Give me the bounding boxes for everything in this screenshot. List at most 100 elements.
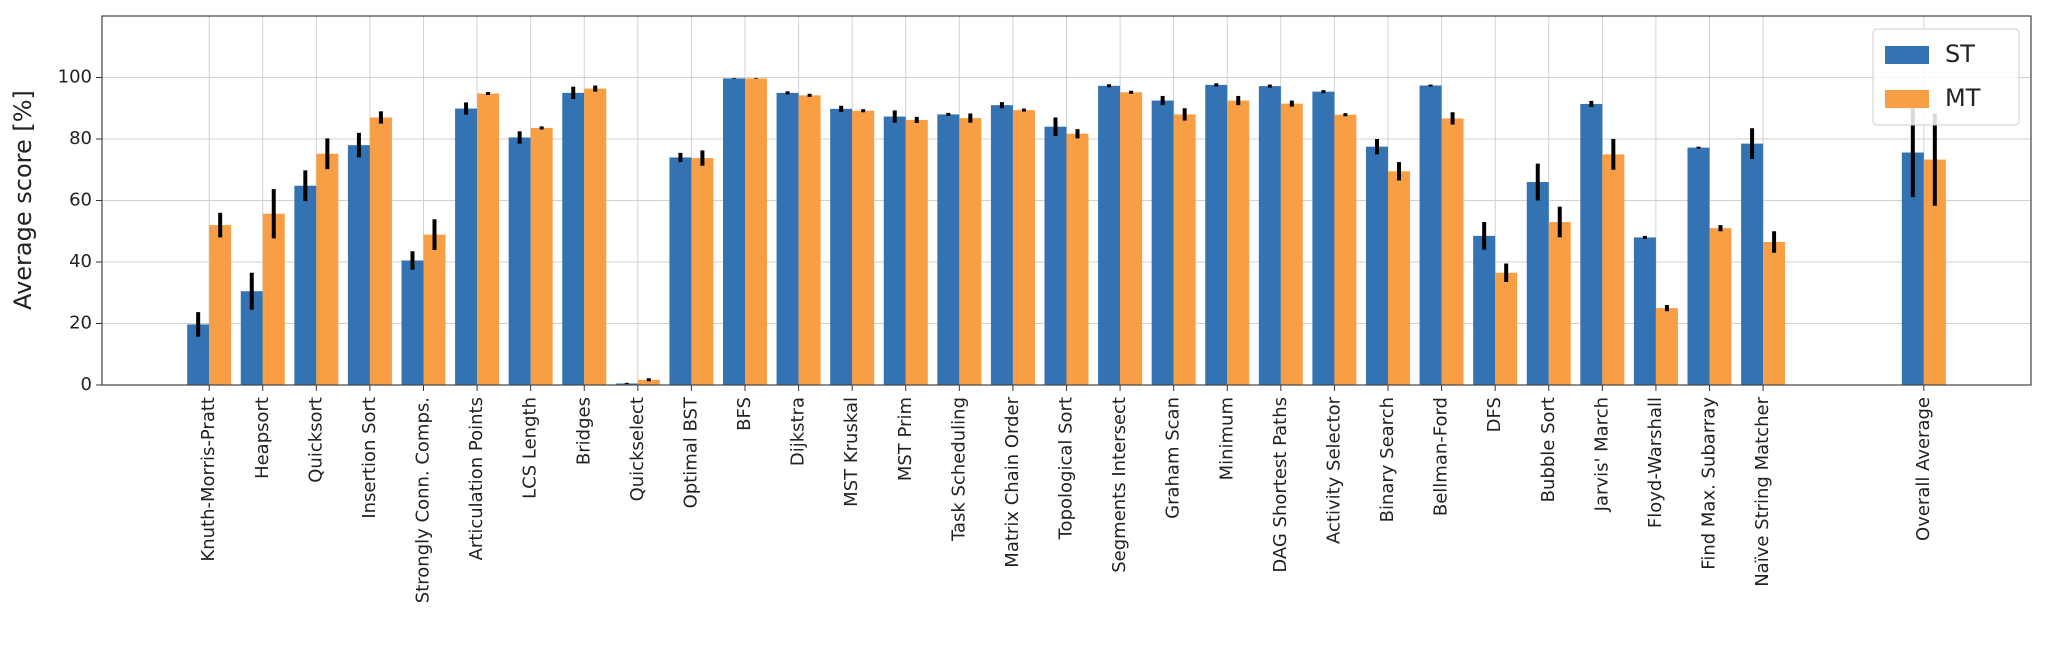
x-tick-label: Activity Selector	[1323, 396, 1344, 544]
x-tick-label: Dijkstra	[788, 397, 809, 466]
x-tick-label: Quickselect	[627, 397, 648, 501]
bar	[1441, 118, 1464, 386]
bar	[1763, 242, 1786, 385]
bar	[1580, 103, 1603, 385]
bar	[209, 225, 232, 385]
x-tick-label: MST Kruskal	[841, 397, 862, 507]
bar	[615, 383, 638, 385]
x-tick-label: Minimum	[1216, 397, 1237, 480]
bar	[1687, 147, 1710, 385]
bar	[1388, 171, 1410, 385]
bar	[959, 118, 982, 385]
x-tick-label: Segments Intersect	[1109, 397, 1130, 573]
y-tick-label: 40	[69, 251, 92, 272]
bar	[1901, 152, 1924, 385]
bar	[262, 213, 285, 385]
bar	[883, 116, 906, 386]
bar	[316, 153, 339, 385]
x-tick-label: Floyd-Warshall	[1645, 397, 1666, 528]
x-tick-label: Graham Scan	[1163, 397, 1184, 519]
bar	[798, 95, 821, 386]
bar	[508, 137, 531, 385]
bar	[1419, 85, 1442, 386]
bar	[1120, 92, 1143, 385]
bar	[723, 78, 745, 386]
bar	[1526, 182, 1549, 385]
x-tick-label: Task Scheduling	[948, 397, 969, 542]
x-tick-label: Insertion Sort	[359, 397, 380, 519]
bar	[1602, 154, 1625, 385]
bar	[990, 105, 1013, 386]
bar	[637, 379, 660, 385]
y-tick-label: 20	[69, 313, 92, 334]
x-tick-label: Bellman-Ford	[1431, 397, 1452, 516]
y-tick-label: 100	[58, 67, 92, 88]
bar	[347, 145, 370, 385]
bar	[1312, 91, 1335, 386]
bar	[937, 114, 960, 386]
bar	[1098, 85, 1121, 386]
bar	[1227, 100, 1250, 385]
bar	[1548, 222, 1571, 385]
bar	[1709, 228, 1732, 385]
bar	[1366, 146, 1388, 385]
bar	[776, 92, 799, 385]
bar	[1258, 86, 1281, 386]
bar	[1066, 133, 1089, 385]
x-tick-label: LCS Length	[520, 397, 541, 499]
bar	[1173, 114, 1196, 386]
legend-swatch	[1885, 46, 1929, 64]
x-tick-label: DAG Shortest Paths	[1270, 397, 1291, 573]
y-tick-label: 80	[69, 128, 92, 149]
bar	[187, 324, 210, 385]
bar	[745, 78, 767, 386]
x-tick-label: Topological Sort	[1056, 397, 1077, 540]
bar	[369, 117, 392, 385]
bar	[1495, 272, 1518, 385]
bar	[669, 157, 692, 385]
x-tick-label: Strongly Conn. Comps.	[413, 397, 434, 603]
legend-label: MT	[1945, 84, 1981, 112]
x-tick-label: Optimal BST	[680, 396, 701, 508]
bar	[852, 110, 875, 386]
legend: ST MT	[1872, 28, 2020, 126]
legend-label: ST	[1945, 40, 1975, 68]
bar	[477, 93, 500, 386]
y-axis-label: Average score [%]	[9, 90, 37, 310]
x-tick-label: Knuth-Morris-Pratt	[198, 397, 219, 562]
x-tick-label: Heapsort	[252, 397, 273, 479]
x-tick-label: BFS	[734, 397, 755, 431]
y-tick-label: 60	[69, 190, 92, 211]
bar	[1923, 159, 1946, 385]
bar	[1151, 100, 1174, 385]
x-tick-label: Find Max. Subarray	[1699, 397, 1720, 570]
bar	[1012, 110, 1035, 385]
bar	[1633, 237, 1656, 385]
x-tick-label: DFS	[1484, 397, 1505, 432]
bar	[830, 108, 853, 386]
axes-frame	[101, 15, 2032, 386]
bar	[584, 88, 607, 385]
bar	[1280, 103, 1303, 385]
bar	[294, 185, 317, 385]
bar	[401, 260, 424, 385]
x-tick-label: Bubble Sort	[1538, 397, 1559, 502]
x-tick-label: Binary Search	[1377, 397, 1398, 522]
x-tick-label: Overall Average	[1913, 397, 1934, 541]
x-tick-label: Naïve String Matcher	[1752, 396, 1773, 586]
legend-swatch	[1885, 90, 1929, 108]
x-tick-label: MST Prim	[895, 397, 916, 481]
bar	[455, 108, 478, 386]
bar	[905, 119, 928, 385]
x-tick-label: Jarvis' March	[1591, 397, 1612, 512]
bar	[1205, 84, 1228, 385]
bar	[691, 158, 714, 385]
x-tick-label: Quicksort	[305, 397, 326, 483]
bar	[1334, 114, 1357, 386]
bar	[423, 234, 446, 385]
bar	[1741, 143, 1764, 385]
bar	[562, 92, 585, 385]
bar	[1044, 126, 1067, 385]
bar	[530, 127, 553, 386]
x-tick-label: Matrix Chain Order	[1002, 396, 1023, 567]
